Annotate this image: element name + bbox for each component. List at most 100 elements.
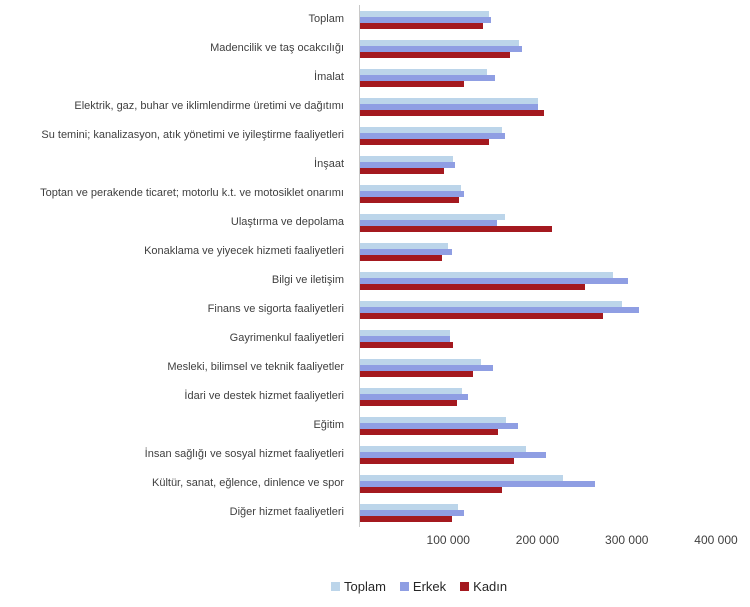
bar-erkek [360, 306, 640, 313]
category-label: Toptan ve perakende ticaret; motorlu k.t… [40, 187, 344, 200]
bar-erkek [360, 219, 497, 226]
category-row: Eğitim [0, 411, 750, 440]
bar-group [360, 358, 717, 377]
bar-kadn [360, 486, 502, 493]
bar-group [360, 474, 717, 493]
bar-group [360, 387, 717, 406]
bar-erkek [360, 103, 538, 110]
bar-group [360, 184, 717, 203]
legend: Toplam Erkek Kadın [331, 579, 507, 594]
bar-toplam [360, 68, 487, 75]
bar-toplam [360, 503, 459, 510]
category-row: Elektrik, gaz, buhar ve iklimlendirme ür… [0, 92, 750, 121]
bar-kadn [360, 138, 490, 145]
category-row: Bilgi ve iletişim [0, 266, 750, 295]
bar-group [360, 213, 717, 232]
bar-group [360, 271, 717, 290]
x-tick-label: 400 000 [694, 533, 738, 547]
bar-erkek [360, 190, 464, 197]
category-row: İnşaat [0, 150, 750, 179]
bar-kadn [360, 312, 603, 319]
bar-kadn [360, 399, 458, 406]
bar-toplam [360, 387, 462, 394]
bar-erkek [360, 509, 464, 516]
category-row: Toptan ve perakende ticaret; motorlu k.t… [0, 179, 750, 208]
bar-toplam [360, 358, 482, 365]
bar-toplam [360, 300, 622, 307]
bar-toplam [360, 155, 453, 162]
category-label: Toplam [308, 13, 344, 26]
category-row: Finans ve sigorta faaliyetleri [0, 295, 750, 324]
bar-kadn [360, 22, 484, 29]
bar-kadn [360, 341, 453, 348]
bar-erkek [360, 335, 451, 342]
category-label: İdari ve destek hizmet faaliyetleri [184, 390, 344, 403]
category-row: Toplam [0, 5, 750, 34]
category-label: Kültür, sanat, eğlence, dinlence ve spor [151, 477, 344, 490]
category-row: İdari ve destek hizmet faaliyetleri [0, 382, 750, 411]
bar-toplam [360, 184, 461, 191]
category-row: Gayrimenkul faaliyetleri [0, 324, 750, 353]
category-row: Kültür, sanat, eğlence, dinlence ve spor [0, 469, 750, 498]
bar-kadn [360, 109, 544, 116]
bar-kadn [360, 196, 460, 203]
bar-group [360, 300, 717, 319]
category-label: İnşaat [314, 158, 344, 171]
category-row: Su temini; kanalizasyon, atık yönetimi v… [0, 121, 750, 150]
bar-erkek [360, 422, 518, 429]
category-label: Bilgi ve iletişim [271, 274, 344, 287]
legend-item-erkek: Erkek [399, 579, 446, 594]
bar-erkek [360, 74, 495, 81]
x-tick-label: 200 000 [515, 533, 560, 547]
legend-item-toplam: Toplam [331, 579, 386, 594]
bar-group [360, 126, 717, 145]
bar-kadn [360, 428, 499, 435]
x-tick-label: 300 000 [605, 533, 649, 547]
bar-erkek [360, 161, 455, 168]
bar-erkek [360, 480, 595, 487]
category-label: Eğitim [313, 419, 344, 432]
bar-erkek [360, 364, 493, 371]
category-row: İmalat [0, 63, 750, 92]
category-row: Diğer hizmet faaliyetleri [0, 498, 750, 527]
bar-toplam [360, 126, 502, 133]
legend-item-kadin: Kadın [460, 579, 507, 594]
bar-kadn [360, 80, 465, 87]
bar-erkek [360, 248, 452, 255]
bar-erkek [360, 451, 546, 458]
category-label: Ulaştırma ve depolama [230, 216, 344, 229]
bar-toplam [360, 213, 506, 220]
category-label: Su temini; kanalizasyon, atık yönetimi v… [41, 129, 344, 142]
x-axis: 100 000 200 000 300 000 400 000 [359, 533, 738, 549]
legend-swatch-erkek-icon [399, 582, 409, 591]
category-label: Mesleki, bilimsel ve teknik faaliyetler [167, 361, 344, 374]
bar-kadn [360, 283, 585, 290]
bar-group [360, 329, 717, 348]
bar-kadn [360, 370, 474, 377]
plot-rows: Toplam Madencilik ve taş ocakcılığı İmalat… [0, 5, 750, 527]
bar-toplam [360, 416, 507, 423]
category-label: Elektrik, gaz, buhar ve iklimlendirme ür… [74, 100, 344, 113]
legend-swatch-toplam-icon [331, 582, 340, 591]
category-label: Konaklama ve yiyecek hizmeti faaliyetler… [144, 245, 344, 258]
category-row: Madencilik ve taş ocakcılığı [0, 34, 750, 63]
bar-erkek [360, 132, 505, 139]
bar-group [360, 39, 717, 58]
category-row: Ulaştırma ve depolama [0, 208, 750, 237]
bar-kadn [360, 457, 515, 464]
bar-erkek [360, 277, 628, 284]
category-label: Finans ve sigorta faaliyetleri [207, 303, 344, 316]
bar-toplam [360, 242, 449, 249]
bar-kadn [360, 515, 452, 522]
bar-kadn [360, 51, 510, 58]
bar-toplam [360, 474, 564, 481]
legend-swatch-kadin-icon [460, 582, 470, 591]
category-label: Madencilik ve taş ocakcılığı [210, 42, 344, 55]
bar-group [360, 503, 717, 522]
bar-group [360, 97, 717, 116]
bar-toplam [360, 329, 451, 336]
bar-group [360, 242, 717, 261]
category-label: Gayrimenkul faaliyetleri [229, 332, 344, 345]
legend-label-toplam: Toplam [344, 579, 386, 594]
